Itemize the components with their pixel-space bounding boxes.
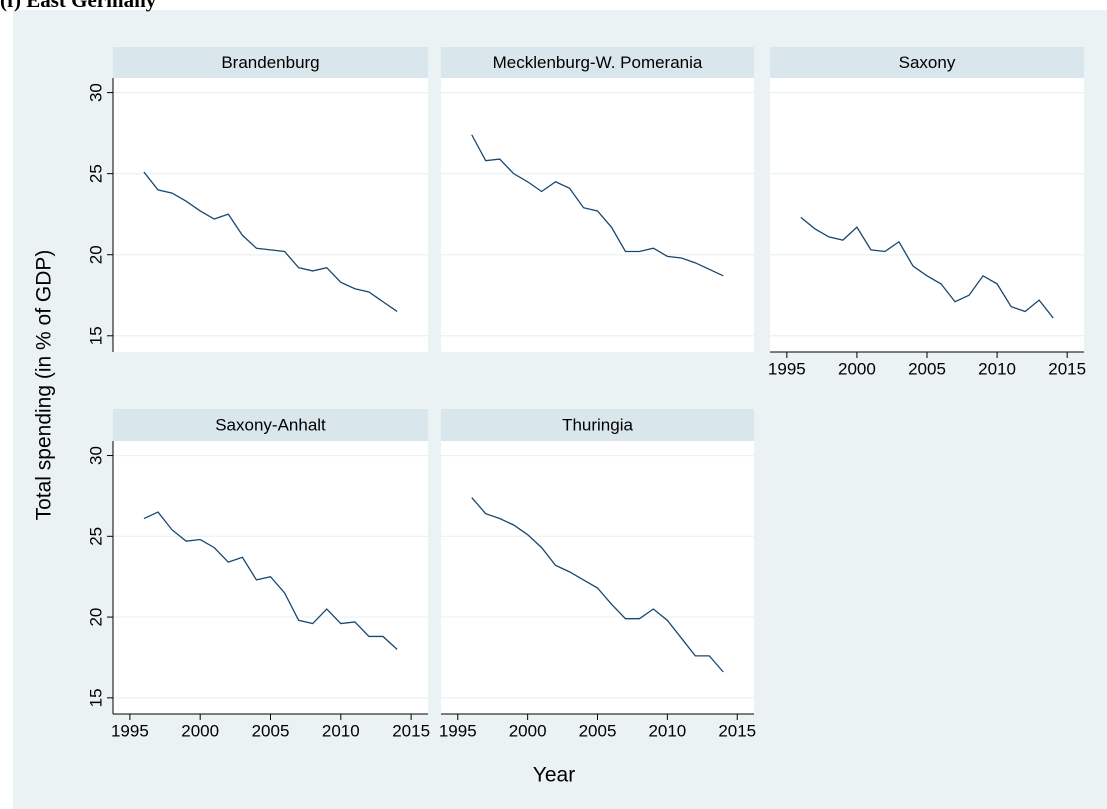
y-tick-label: 25: [86, 527, 105, 546]
panel-title: Thuringia: [562, 415, 633, 434]
x-tick-label: 2000: [838, 359, 876, 378]
panel-title: Saxony-Anhalt: [215, 415, 326, 434]
data-line: [800, 216, 1054, 319]
x-tick-label: 2005: [908, 359, 946, 378]
y-axis-title: Total spending (in % of GDP): [33, 250, 56, 521]
y-tick-label: 20: [86, 245, 105, 264]
x-axis-title: Year: [533, 764, 575, 787]
y-tick-label: 15: [86, 688, 105, 707]
y-tick-label: 30: [86, 446, 105, 465]
data-line: [143, 511, 398, 650]
x-tick-label: 2005: [579, 721, 617, 740]
x-tick-label: 1995: [439, 721, 477, 740]
panel-title: Mecklenburg-W. Pomerania: [493, 53, 703, 72]
panel-header: [441, 47, 754, 78]
x-tick-label: 2010: [322, 721, 360, 740]
panel-title: Saxony: [899, 53, 956, 72]
data-line: [471, 497, 724, 673]
panel-header: [770, 47, 1084, 78]
panel-header: [113, 409, 428, 441]
x-tick-label: 2015: [1048, 359, 1086, 378]
y-tick-label: 20: [86, 608, 105, 627]
y-tick-label: 30: [86, 83, 105, 102]
plot-area: [441, 78, 754, 352]
x-tick-label: 1995: [768, 359, 806, 378]
data-line: [143, 171, 398, 313]
panel-title: Brandenburg: [221, 53, 319, 72]
x-tick-label: 2000: [181, 721, 219, 740]
x-tick-label: 2000: [509, 721, 547, 740]
x-tick-label: 2010: [978, 359, 1016, 378]
plot-area: [113, 78, 428, 352]
plot-area: [441, 441, 754, 714]
x-tick-label: 2005: [252, 721, 290, 740]
x-tick-label: 2015: [392, 721, 430, 740]
data-line: [471, 134, 724, 277]
plot-area: [770, 78, 1084, 352]
x-tick-label: 2015: [718, 721, 756, 740]
y-tick-label: 15: [86, 326, 105, 345]
panel-header: [441, 409, 754, 441]
y-tick-label: 25: [86, 164, 105, 183]
figure-title: (f) East Germany: [0, 0, 157, 12]
x-tick-label: 2010: [648, 721, 686, 740]
panel-header: [113, 47, 428, 78]
x-tick-label: 1995: [111, 721, 149, 740]
